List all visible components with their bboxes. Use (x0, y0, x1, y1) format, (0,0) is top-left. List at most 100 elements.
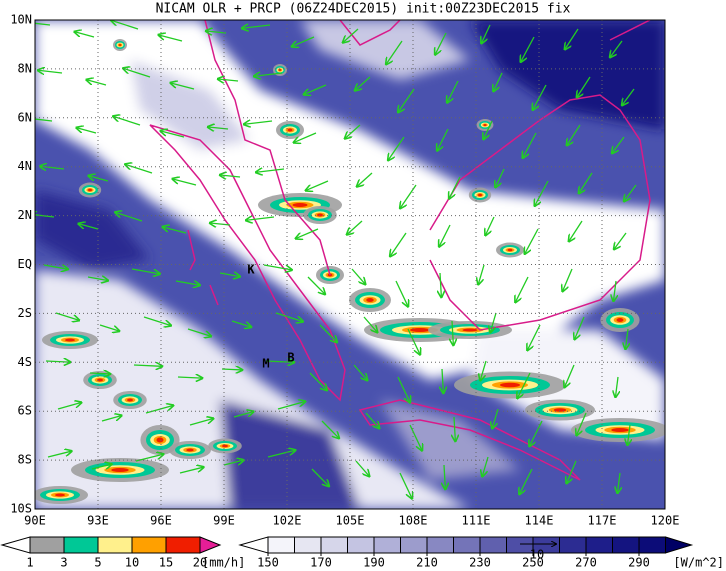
y-tick-label: 4N (18, 159, 32, 173)
wind-arrow (345, 124, 361, 138)
y-tick-label: 6S (18, 404, 32, 418)
wind-arrow (444, 464, 445, 489)
x-tick-label: 108E (399, 514, 428, 528)
wind-arrow (75, 32, 95, 38)
wind-arrow (99, 324, 119, 331)
wind-arrow (625, 328, 628, 349)
precip-cell (317, 213, 323, 217)
wind-arrow (246, 217, 275, 220)
x-tick-label: 114E (525, 514, 554, 528)
coastlines (149, 20, 651, 481)
wind-arrow (617, 472, 620, 493)
wind-arrow (89, 373, 110, 374)
wind-arrow (610, 40, 623, 57)
colorbar-box (29, 536, 65, 554)
wind-arrow (363, 316, 377, 332)
x-tick-label: 102E (273, 514, 302, 528)
colorbar-label: 150 (257, 556, 279, 570)
y-tick-label: 4S (18, 355, 32, 369)
wind-arrow (565, 364, 575, 387)
wind-arrow (206, 31, 227, 33)
wind-arrow (495, 168, 505, 187)
wind-arrow (343, 28, 359, 42)
precip-cell (611, 428, 629, 432)
colorbar-box (426, 536, 454, 554)
precip-cell (127, 398, 133, 402)
wind-arrow (115, 212, 143, 222)
colorbar-label: 270 (575, 556, 597, 570)
wind-arrow (304, 84, 327, 94)
wind-arrow (355, 76, 371, 90)
colorbar-label: 170 (310, 556, 332, 570)
precip-cell (462, 328, 478, 332)
wind-arrow (565, 28, 579, 49)
wind-arrow (535, 180, 549, 206)
wind-arrow (221, 369, 242, 370)
wind-arrow (175, 281, 200, 285)
precip-cell (278, 69, 282, 71)
wind-arrow (481, 24, 491, 43)
wind-arrow (447, 80, 459, 102)
y-tick-label: 8S (18, 453, 32, 467)
wind-arrow (622, 88, 635, 105)
colorbar-box (585, 536, 613, 554)
wind-arrow (614, 232, 627, 249)
colorbar-box (479, 536, 507, 554)
wind-arrow (533, 84, 547, 110)
colorbar-box (320, 536, 348, 554)
wind-arrow (57, 403, 81, 410)
wind-arrow (87, 277, 108, 280)
wind-arrow (442, 368, 443, 393)
colorbar-label: 290 (628, 556, 650, 570)
olr-colorbar: 150 170 190 210 230 250 270 290 [W/m^2] (238, 536, 724, 570)
y-tick-label: 8N (18, 61, 32, 75)
y-tick-label: 6N (18, 110, 32, 124)
wind-arrow (567, 124, 581, 145)
y-tick-label: 2S (18, 306, 32, 320)
wind-arrow (435, 32, 447, 54)
wind-arrow (244, 121, 273, 124)
wind-arrow (91, 464, 111, 470)
wind-arrow (55, 312, 79, 320)
map-marker: K (247, 263, 255, 277)
colorbar-end (0, 536, 31, 554)
wind-arrow (390, 232, 407, 256)
colorbar-box (267, 536, 295, 554)
wind-arrow (231, 320, 251, 327)
precip-cell (366, 298, 374, 302)
wind-arrow (409, 424, 422, 450)
wind-arrow (493, 72, 503, 91)
wind-arrow (220, 175, 241, 177)
wind-arrow (577, 412, 587, 435)
y-tick-label: 10S (10, 502, 32, 516)
precip-cell (156, 437, 164, 443)
colorbar-box (373, 536, 401, 554)
precip-cell (111, 468, 129, 472)
wind-arrow (439, 224, 451, 246)
wind-arrow (388, 136, 405, 160)
wind-arrow (161, 131, 185, 138)
wind-arrow (210, 223, 231, 225)
wind-arrow (575, 316, 585, 339)
wind-arrow (267, 450, 295, 458)
wind-arrow (527, 324, 541, 350)
colorbar-label: 20 (193, 556, 207, 570)
wind-arrow (123, 68, 151, 78)
wind-arrow (627, 424, 630, 445)
wind-arrow (145, 405, 173, 414)
precip-cell (118, 44, 122, 46)
colorbar-box (294, 536, 322, 554)
wind-arrow (321, 420, 339, 438)
precip-cell (500, 382, 520, 388)
wind-arrow (492, 408, 499, 428)
x-tick-label: 90E (24, 514, 46, 528)
wind-vectors (35, 20, 637, 498)
wind-arrow (296, 228, 319, 238)
colorbar-box (559, 536, 587, 554)
wind-arrow (386, 40, 403, 64)
wind-arrow (319, 324, 337, 342)
colorbar-label: 10 (125, 556, 139, 570)
colorbar-label: 15 (159, 556, 173, 570)
wind-arrow (567, 460, 577, 483)
